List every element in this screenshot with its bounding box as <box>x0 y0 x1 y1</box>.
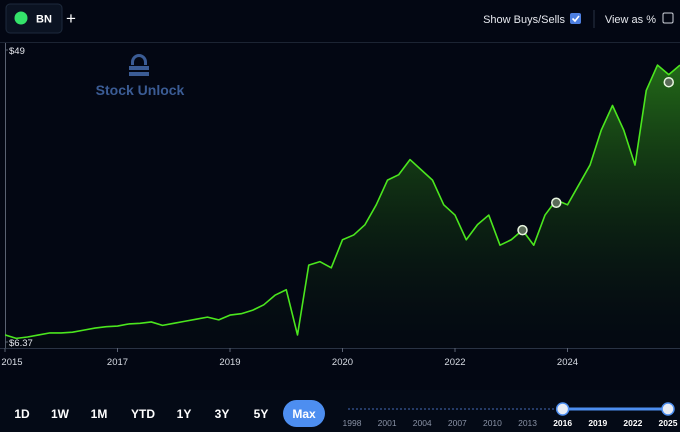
watermark-icon <box>131 54 147 65</box>
slider-year: 2022 <box>623 418 642 428</box>
trade-marker[interactable] <box>663 76 674 88</box>
price-line <box>5 64 680 340</box>
ticker: BN <box>36 14 52 26</box>
x-tick-label: 2017 <box>107 357 128 368</box>
axes: $49 $6.37 2015 2017 2019 2020 2022 2024 <box>1 46 578 368</box>
range-controls: 1D 1W 1M YTD 1Y 3Y 5Y Max 1998 2001 2004 2007 2010 20… <box>14 400 678 428</box>
ticker-button[interactable] <box>5 3 63 34</box>
watermark-icon <box>129 66 149 70</box>
x-tick-label: 2024 <box>557 357 578 368</box>
y-tick-label: $49 <box>9 46 25 57</box>
watermark-icon <box>129 72 149 76</box>
range-button[interactable]: 1M <box>91 407 108 421</box>
slider-year: 2013 <box>518 418 537 428</box>
x-tick-label: 2015 <box>1 357 22 368</box>
buys-sells-checkbox[interactable] <box>570 13 581 24</box>
slider-year: 2004 <box>413 418 432 428</box>
slider-handle[interactable] <box>661 402 675 416</box>
view-pct-checkbox[interactable] <box>662 12 674 24</box>
slider-year: 2007 <box>448 418 467 428</box>
range-button[interactable]: 1Y <box>177 407 192 421</box>
x-tick-label: 2022 <box>444 357 465 368</box>
range-button[interactable]: YTD <box>131 407 155 421</box>
checkbox-box <box>662 12 674 24</box>
checkbox-check <box>571 15 580 23</box>
slider-year: 2019 <box>588 418 607 428</box>
slider-year: 1998 <box>343 418 362 428</box>
range-button[interactable]: 5Y <box>254 407 269 421</box>
checkbox-box <box>570 13 581 24</box>
slider-year: 2016 <box>553 418 572 428</box>
view-pct-label[interactable]: View as % <box>605 14 656 26</box>
slider-handle[interactable] <box>555 402 570 416</box>
range-button[interactable]: 1D <box>14 407 30 421</box>
ticker-dot <box>14 11 28 25</box>
x-tick-label: 2020 <box>332 357 353 368</box>
range-button-bg[interactable] <box>283 400 325 427</box>
add-button[interactable]: + <box>66 9 76 28</box>
x-tick-label: 2019 <box>219 357 240 368</box>
area-fill <box>5 65 680 348</box>
range-button[interactable]: 1W <box>51 407 70 421</box>
trade-marker[interactable] <box>517 224 528 236</box>
watermark: Stock Unlock <box>96 54 185 98</box>
range-button[interactable]: Max <box>292 407 316 421</box>
plot <box>5 64 680 348</box>
buys-sells-label[interactable]: Show Buys/Sells <box>483 14 565 26</box>
slider-year: 2025 <box>659 418 678 428</box>
trade-marker[interactable] <box>551 197 562 208</box>
slider-year: 2001 <box>378 418 397 428</box>
slider-year: 2010 <box>483 418 502 428</box>
watermark-text: Stock Unlock <box>96 82 185 98</box>
y-tick-label: $6.37 <box>9 338 33 349</box>
range-button[interactable]: 3Y <box>215 407 230 421</box>
